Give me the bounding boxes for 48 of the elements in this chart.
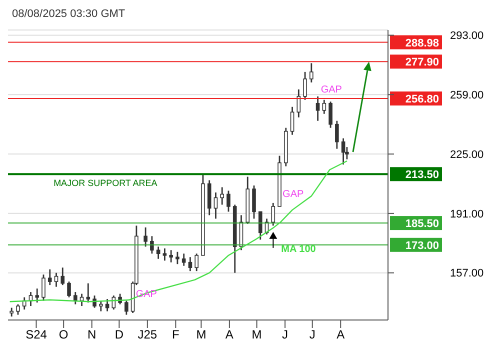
ref-line-label: 288.98	[405, 37, 439, 50]
candlestick	[335, 120, 339, 150]
candlestick	[310, 62, 314, 84]
annotation: MAJOR SUPPORT AREA	[54, 178, 158, 188]
candlestick	[60, 266, 65, 286]
x-tick-label: N	[88, 328, 96, 342]
x-tick-label: A	[336, 328, 345, 342]
chart-title: 08/08/2025 03:30 GMT	[11, 8, 126, 22]
y-tick-label: 191.00	[450, 208, 484, 220]
ref-line-label: 277.90	[405, 56, 439, 69]
y-tick-label: 157.00	[450, 268, 484, 280]
candlestick	[169, 249, 173, 264]
candlestick	[194, 252, 198, 272]
x-tick-label: M	[196, 328, 206, 342]
candlestick	[156, 246, 160, 260]
candlestick	[290, 106, 294, 136]
annotation: GAP	[282, 189, 304, 200]
annotation: GAP	[320, 84, 342, 96]
ref-line-label: 173.00	[405, 240, 439, 252]
candlestick	[207, 180, 212, 216]
y-tick-label: 293.00	[450, 30, 484, 42]
candlestick	[316, 96, 320, 122]
series-label: MA 100	[281, 244, 316, 255]
x-tick-label: J25	[138, 328, 158, 342]
x-tick-label: A	[225, 328, 234, 342]
ref-line-label: 213.50	[405, 169, 439, 182]
candlestick	[124, 300, 128, 316]
x-tick-label: O	[58, 328, 68, 342]
candlestick	[220, 186, 224, 206]
x-tick-label: D	[114, 328, 124, 342]
x-tick-label: J	[309, 328, 316, 342]
x-tick-label: F	[172, 328, 180, 342]
x-tick-label: S24	[26, 328, 48, 342]
y-tick-label: 225.00	[450, 148, 484, 161]
candlestick	[48, 268, 52, 286]
candlestick	[284, 127, 288, 167]
candlestick	[322, 99, 326, 115]
ref-line-label: 256.80	[405, 93, 439, 106]
y-tick-label: 259.00	[450, 90, 484, 102]
candlestick	[73, 291, 78, 305]
ref-line-label: 185.50	[405, 218, 439, 230]
line-series	[9, 160, 348, 302]
candlestick	[296, 88, 301, 118]
x-tick-label: M	[252, 328, 262, 342]
candlestick	[162, 248, 167, 262]
candlestick	[150, 235, 154, 254]
x-tick-label: J	[282, 328, 288, 342]
candlestick	[232, 204, 237, 274]
